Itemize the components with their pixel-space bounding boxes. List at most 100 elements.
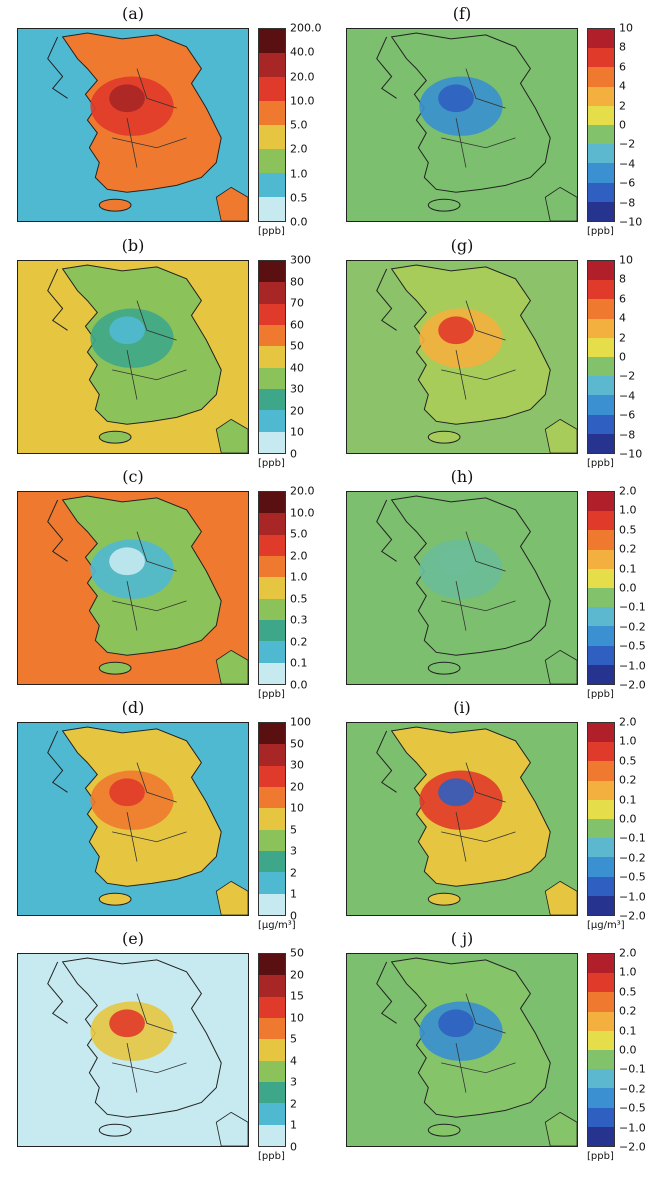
colorbar-tick-label: −8 [619, 428, 636, 442]
colorbar-segment [259, 1039, 285, 1061]
colorbar-segment [259, 723, 285, 745]
colorbar-segment [588, 645, 614, 665]
colorbar-segment [588, 280, 614, 300]
colorbar-segment [588, 973, 614, 993]
colorbar-segment [259, 282, 285, 304]
colorbar-segment [259, 996, 285, 1018]
colorbar-tick-label: 0.1 [619, 1024, 637, 1038]
panel-label: (g) [450, 236, 474, 255]
colorbar-segment [588, 549, 614, 569]
colorbar [258, 28, 286, 222]
colorbar-tick-label: 6 [619, 292, 626, 306]
colorbar-tick-label: −2.0 [619, 678, 646, 692]
colorbar-tick-label: 80 [290, 275, 304, 289]
colorbar-segment [588, 530, 614, 550]
colorbar-segment [588, 318, 614, 338]
colorbar-tick-label: 2.0 [619, 715, 637, 729]
colorbar-segment [259, 303, 285, 325]
colorbar-tick-label: 20 [290, 968, 304, 982]
colorbar-segment [588, 337, 614, 358]
colorbar-segment [588, 761, 614, 781]
colorbar-segment [588, 588, 614, 608]
colorbar-segment [259, 410, 285, 432]
colorbar [258, 260, 286, 454]
colorbar-tick-label: 5 [290, 1032, 297, 1046]
colorbar-tick-label: 0.5 [619, 985, 637, 999]
colorbar-segment [259, 53, 285, 77]
colorbar-tick-label: 0 [290, 1140, 297, 1154]
colorbar-segment [588, 67, 614, 87]
colorbar-tick-label: 1 [290, 1118, 297, 1132]
colorbar-segment [588, 299, 614, 319]
map-panel [346, 722, 578, 916]
colorbar-segment [588, 86, 614, 106]
colorbar-tick-label: 0.2 [619, 542, 637, 556]
colorbar-tick-label: 0.3 [290, 613, 308, 627]
colorbar-ticks: 10 8 6 4 2 0 −2 −4 −6 −8 −10 [619, 22, 652, 229]
colorbar-segment [259, 765, 285, 787]
colorbar-tick-label: 30 [290, 382, 304, 396]
colorbar-segment [588, 125, 614, 145]
colorbar-tick-label: 10 [290, 801, 304, 815]
colorbar [587, 491, 615, 685]
colorbar-tick-label: 3 [290, 1075, 297, 1089]
colorbar-tick-label: 2.0 [619, 484, 637, 498]
panel-label: (i) [453, 698, 471, 717]
colorbar-tick-label: 0.1 [290, 656, 308, 670]
colorbar-tick-label: 4 [619, 79, 626, 93]
panel-label: (f) [452, 4, 472, 23]
map-panel [17, 953, 249, 1147]
colorbar-tick-label: 0.2 [619, 773, 637, 787]
colorbar-ticks: 50 20 15 10 5 4 3 2 1 0 [290, 947, 350, 1154]
colorbar-segment [588, 1011, 614, 1031]
colorbar-tick-label: 20 [290, 404, 304, 418]
colorbar-tick-label: −4 [619, 157, 636, 171]
colorbar-segment [259, 786, 285, 809]
unit-label: [ppb] [258, 458, 285, 469]
colorbar-segment [588, 492, 614, 512]
colorbar-tick-label: 2 [619, 99, 626, 113]
colorbar-segment [588, 895, 614, 916]
colorbar-tick-label: −1.0 [619, 1121, 646, 1135]
colorbar [258, 722, 286, 916]
colorbar-tick-label: 50 [290, 946, 304, 960]
colorbar-tick-label: −0.2 [619, 851, 646, 865]
colorbar-segment [259, 619, 285, 642]
colorbar-segment [588, 376, 614, 396]
colorbar-tick-label: 0 [290, 447, 297, 461]
colorbar-tick-label: 1.0 [290, 570, 308, 584]
colorbar-tick-label: −6 [619, 176, 636, 190]
colorbar-tick-label: −10 [619, 215, 643, 229]
colorbar-tick-label: 0.2 [619, 1004, 637, 1018]
panel-label: ( j) [450, 929, 474, 948]
colorbar-segment [588, 1088, 614, 1108]
colorbar-tick-label: 5.0 [290, 527, 308, 541]
unit-label: [ppb] [258, 689, 285, 700]
colorbar-ticks: 2.0 1.0 0.5 0.2 0.1 0.0 −0.1 −0.2 −0.5 −1.0 −2.0 [619, 716, 652, 923]
colorbar-segment [588, 857, 614, 877]
colorbar-segment [588, 1107, 614, 1127]
panel-label: (a) [121, 4, 145, 23]
colorbar-tick-label: 3 [290, 844, 297, 858]
colorbar-segment [259, 1060, 285, 1082]
colorbar-segment [588, 182, 614, 202]
colorbar-segment [588, 568, 614, 589]
colorbar-tick-label: −2 [619, 137, 636, 151]
colorbar-segment [588, 954, 614, 974]
colorbar-tick-label: 10 [290, 1011, 304, 1025]
colorbar-segment [259, 641, 285, 663]
colorbar-segment [259, 77, 285, 101]
map-panel [346, 491, 578, 685]
colorbar-tick-label: 40.0 [290, 45, 315, 59]
colorbar-segment [588, 144, 614, 164]
colorbar-segment [259, 872, 285, 894]
colorbar-segment [588, 163, 614, 183]
colorbar-tick-label: 2.0 [290, 142, 308, 156]
colorbar-segment [588, 664, 614, 685]
colorbar-segment [588, 105, 614, 126]
unit-label: [ppb] [258, 1151, 285, 1162]
colorbar-tick-label: 0.0 [290, 215, 308, 229]
colorbar-segment [259, 1017, 285, 1040]
colorbar-tick-label: 300 [290, 253, 311, 267]
colorbar-segment [588, 201, 614, 222]
